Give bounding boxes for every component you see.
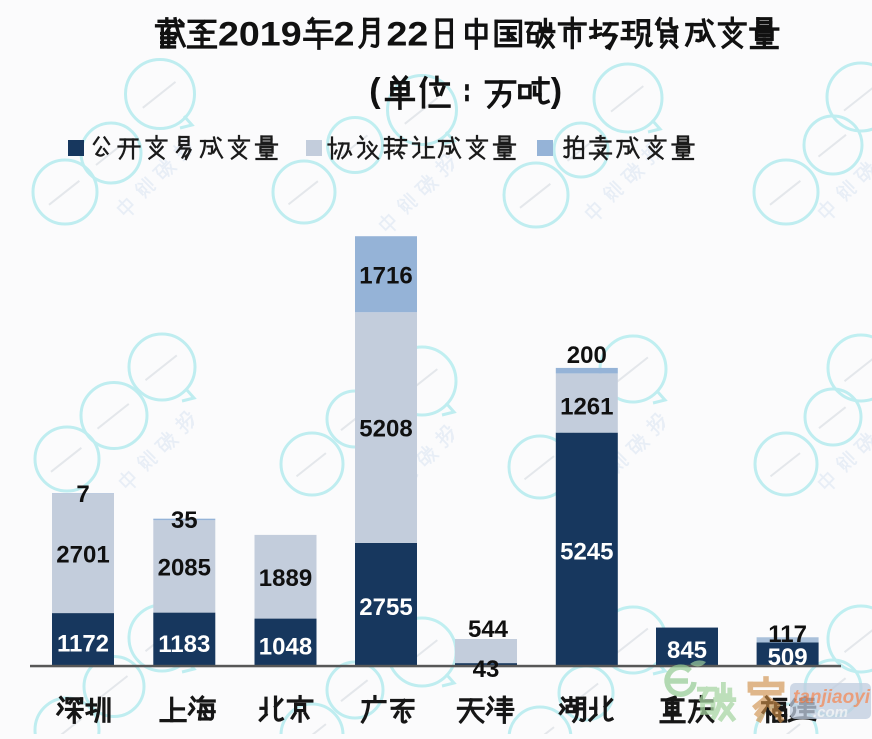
svg-text:7: 7 [76,481,89,508]
svg-text:200: 200 [567,342,607,369]
svg-text:5245: 5245 [560,539,613,566]
svg-text:2755: 2755 [359,594,412,621]
svg-text:2701: 2701 [56,542,109,569]
svg-text:509: 509 [768,644,808,671]
svg-text:22: 22 [387,16,429,54]
svg-text:2019: 2019 [218,16,302,54]
svg-text:544: 544 [468,616,509,643]
svg-text:): ) [551,72,562,110]
svg-text:845: 845 [667,637,707,664]
svg-text:35: 35 [171,507,198,534]
svg-text:.com: .com [813,704,848,721]
svg-text:(: ( [369,72,381,110]
svg-text:1261: 1261 [560,394,613,421]
svg-text:1048: 1048 [259,634,312,661]
svg-text:1889: 1889 [259,565,312,592]
svg-text:5208: 5208 [359,416,412,443]
svg-text:1183: 1183 [158,631,210,658]
svg-text:1172: 1172 [57,631,109,658]
svg-text:43: 43 [473,656,500,683]
svg-text:2085: 2085 [158,555,211,582]
svg-text:117: 117 [768,621,807,648]
svg-text:2: 2 [334,16,355,54]
svg-text:1716: 1716 [359,263,412,290]
